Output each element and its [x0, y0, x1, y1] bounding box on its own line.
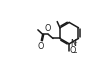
Text: N: N [70, 39, 76, 48]
Text: O: O [45, 24, 51, 33]
Text: −: − [72, 49, 77, 54]
Text: O: O [70, 46, 76, 55]
Text: O: O [38, 42, 44, 51]
Text: +: + [73, 40, 77, 45]
